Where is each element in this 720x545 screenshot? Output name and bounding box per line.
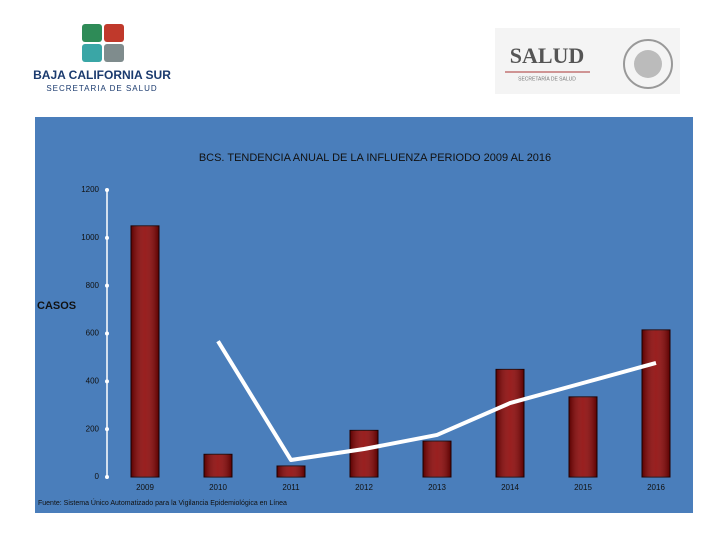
bar: [203, 453, 233, 478]
y-tick-label: 600: [86, 329, 100, 338]
x-tick-label: 2009: [136, 483, 154, 492]
y-tick: [105, 283, 109, 288]
bar: [422, 440, 452, 478]
left-logo-subtitle: SECRETARIA DE SALUD: [46, 84, 157, 93]
y-tick-label: 400: [86, 376, 100, 385]
y-tick: [105, 331, 109, 336]
right-logo-subtitle: SECRETARÍA DE SALUD: [518, 75, 576, 82]
y-tick: [105, 379, 109, 384]
bar: [568, 396, 598, 478]
bar: [349, 429, 379, 478]
right-logo: SALUD SECRETARÍA DE SALUD: [495, 28, 680, 94]
chart-title: BCS. TENDENCIA ANUAL DE LA INFLUENZA PER…: [199, 152, 551, 164]
y-tick-label: 800: [86, 281, 100, 290]
x-tick-label: 2015: [574, 483, 592, 492]
x-tick-label: 2012: [355, 483, 373, 492]
y-axis-label: CASOS: [37, 300, 76, 312]
x-tick-label: 2014: [501, 483, 519, 492]
y-tick-label: 1200: [81, 185, 99, 194]
trend-line: [216, 340, 657, 463]
source-note: Fuente: Sistema Único Automatizado para …: [38, 498, 287, 507]
x-tick-label: 2010: [209, 483, 227, 492]
y-tick: [105, 188, 109, 192]
y-tick: [105, 475, 109, 479]
x-tick-label: 2013: [428, 483, 446, 492]
bar: [641, 329, 671, 478]
y-tick-label: 1000: [81, 233, 99, 242]
left-logo: BAJA CALIFORNIA SUR SECRETARIA DE SALUD: [33, 24, 171, 93]
left-logo-title: BAJA CALIFORNIA SUR: [33, 68, 171, 82]
y-tick: [105, 427, 109, 432]
y-tick: [105, 235, 109, 240]
bar: [495, 368, 525, 478]
x-tick-label: 2016: [647, 483, 665, 492]
x-tick-label: 2011: [282, 483, 300, 492]
y-tick-label: 200: [86, 424, 100, 433]
right-logo-title: SALUD: [510, 43, 585, 68]
bar: [276, 465, 306, 478]
y-tick-label: 0: [95, 472, 100, 481]
bar: [130, 225, 160, 478]
